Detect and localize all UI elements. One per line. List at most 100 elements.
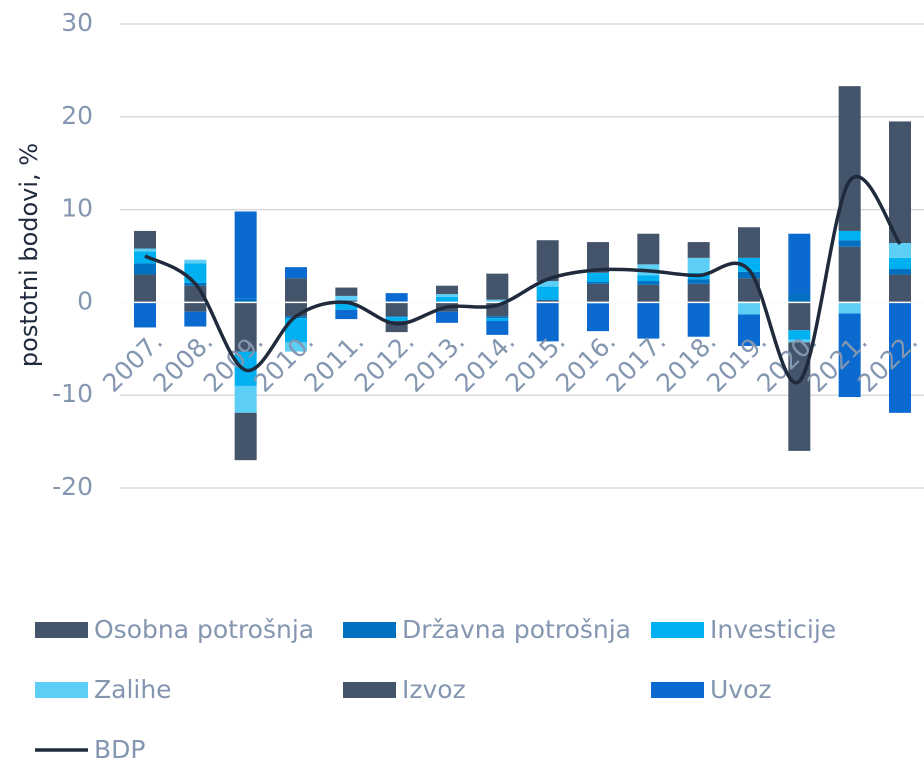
bar-segment	[335, 303, 358, 310]
legend-label: Osobna potrošnja	[94, 615, 314, 644]
y-tick-label: 10	[61, 194, 93, 223]
bar-segment	[335, 287, 358, 296]
legend-label: Državna potrošnja	[402, 615, 631, 644]
bar-segment	[738, 302, 760, 315]
bar-segment	[436, 311, 458, 323]
bar-segment	[536, 299, 559, 301]
legend-label: Zalihe	[94, 675, 172, 704]
line-series	[144, 175, 902, 385]
legend-label: Investicije	[710, 615, 836, 644]
bar-segment	[587, 283, 609, 303]
bar-segment	[486, 318, 509, 321]
bar-segment	[285, 318, 307, 343]
bar-segment	[134, 230, 156, 249]
y-tick-label: -20	[52, 472, 93, 501]
bar-segment	[436, 294, 458, 297]
bar-segment	[889, 302, 911, 413]
bar-segment	[285, 278, 307, 303]
bar-segment	[687, 283, 710, 303]
bar-segment	[184, 259, 207, 264]
bar-segment	[687, 242, 710, 258]
bar-segment	[637, 233, 660, 265]
bar-segment	[637, 284, 660, 303]
bar-segment	[587, 272, 609, 282]
y-tick-label: 30	[61, 8, 93, 37]
bar-segment	[536, 286, 559, 300]
bar-segment	[738, 278, 760, 303]
bar-segment	[436, 296, 458, 302]
bar-segment	[486, 273, 509, 300]
bar-segment	[486, 299, 509, 303]
legend-swatch	[343, 682, 396, 698]
bar-segment	[788, 302, 811, 331]
bar-segment	[335, 295, 358, 301]
bar-segment	[335, 309, 358, 320]
bar-segment	[285, 342, 307, 352]
bar-segment	[436, 285, 458, 295]
bar-segment	[234, 211, 257, 299]
legend-label: BDP	[94, 735, 145, 761]
legend-swatch	[35, 682, 88, 698]
bar-segment	[838, 302, 861, 314]
bar-segment	[889, 274, 911, 303]
bar-segment	[788, 339, 811, 343]
bar-segment	[134, 248, 156, 252]
bar-segment	[838, 240, 861, 247]
bar-segment	[637, 302, 660, 339]
bar-segment	[889, 121, 911, 244]
bar-segment	[536, 302, 559, 342]
bar-segment	[889, 268, 911, 275]
bar-segment	[385, 316, 408, 318]
bar-segment	[637, 281, 660, 285]
bar-segment	[838, 230, 861, 241]
legend-label: Izvoz	[402, 675, 466, 704]
bar-segment	[184, 302, 207, 312]
bar-segment	[587, 242, 609, 273]
bar-segment	[838, 86, 861, 231]
bar-segment	[486, 316, 509, 319]
bar-segment	[788, 330, 811, 340]
bar-segment	[738, 271, 760, 279]
bar-segment	[838, 313, 861, 398]
y-tick-label: 20	[61, 101, 93, 130]
bar-segment	[889, 243, 911, 258]
bar-segment	[134, 263, 156, 275]
bar-segment	[486, 320, 509, 335]
bar-segment	[536, 300, 559, 303]
bar-segment	[838, 246, 861, 303]
bar-segment	[687, 279, 710, 284]
y-tick-label: 0	[77, 286, 93, 315]
bar-segment	[738, 227, 760, 258]
bar-segment	[234, 412, 257, 461]
bar-segment	[889, 257, 911, 269]
bar-segment	[738, 314, 760, 347]
legend-label: Uvoz	[710, 675, 772, 704]
bar-segment	[637, 275, 660, 282]
bar-segment	[385, 317, 408, 321]
bar-segment	[234, 302, 257, 352]
legend-swatch	[651, 622, 704, 638]
bar-segment	[184, 311, 207, 327]
bar-segment	[285, 267, 307, 279]
bar-segment	[234, 385, 257, 413]
bar-segment	[738, 257, 760, 272]
bar-segment	[184, 263, 207, 283]
bar-segment	[687, 257, 710, 273]
bar-segment	[587, 281, 609, 284]
y-tick-label: -10	[52, 379, 93, 408]
bar-segment	[234, 298, 257, 303]
bar-segment	[134, 302, 156, 328]
bar-segment	[788, 294, 811, 303]
bar-segment	[385, 320, 408, 333]
y-axis-label: postotni bodovi, %	[15, 143, 43, 367]
bar-segment	[687, 302, 710, 337]
legend-swatch	[651, 682, 704, 698]
bar-segment	[536, 281, 559, 287]
bar-segment	[788, 233, 811, 295]
bar-segment	[536, 240, 559, 282]
bar-segment	[134, 274, 156, 303]
legend-swatch	[343, 622, 396, 638]
bar-segment	[385, 302, 408, 317]
bar-segment	[385, 293, 408, 302]
